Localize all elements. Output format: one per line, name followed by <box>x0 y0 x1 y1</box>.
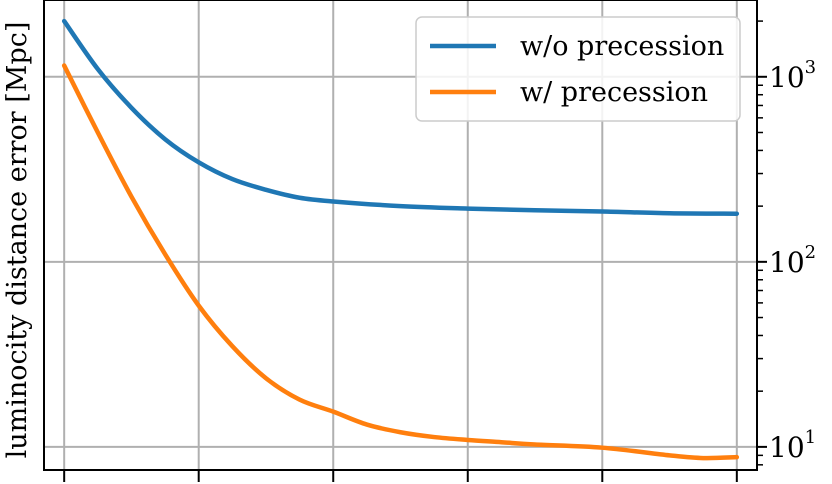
ticks <box>63 20 767 482</box>
plot-frame <box>43 0 758 471</box>
y-tick-label: 101 <box>769 427 816 464</box>
legend: w/o precession w/ precession <box>415 16 741 122</box>
y-tick-labels: 101 102 103 <box>769 57 816 464</box>
series-line-0 <box>61 18 740 216</box>
y-tick-label: 102 <box>769 242 816 279</box>
y-tick-label: 103 <box>769 57 816 94</box>
series-line-1 <box>61 63 740 461</box>
legend-box <box>415 16 741 122</box>
legend-label-0: w/o precession <box>520 31 724 62</box>
legend-label-1: w/ precession <box>520 77 708 108</box>
y-axis-label: luminocity distance error [Mpc] <box>2 22 33 459</box>
series-layer <box>61 18 740 461</box>
